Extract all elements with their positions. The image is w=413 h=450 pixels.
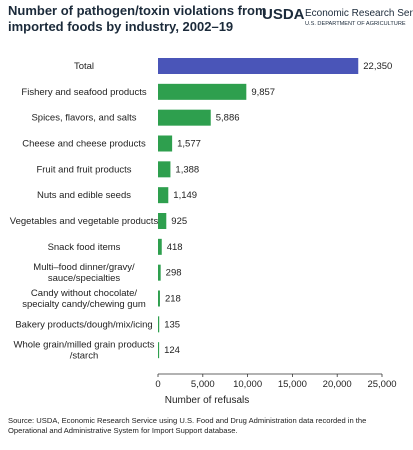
bar bbox=[158, 161, 171, 178]
x-axis-label: Number of refusals bbox=[165, 395, 249, 406]
value-label: 22,350 bbox=[363, 61, 392, 72]
logo-name: USDA bbox=[262, 6, 305, 23]
y-tick-label: Total bbox=[74, 61, 94, 72]
logo-line1: Economic Research Service bbox=[305, 8, 413, 19]
value-label: 135 bbox=[164, 319, 180, 330]
y-tick-label: Nuts and edible seeds bbox=[37, 190, 131, 201]
value-label: 5,886 bbox=[216, 112, 240, 123]
source: Source: USDA, Economic Research Service … bbox=[8, 416, 366, 435]
y-tick-label: Bakery products/dough/mix/icing bbox=[15, 319, 152, 330]
bar bbox=[158, 342, 160, 359]
bar bbox=[158, 316, 160, 333]
x-tick-label: 20,000 bbox=[323, 379, 352, 390]
y-tick-label: Fishery and seafood products bbox=[21, 86, 146, 97]
y-tick-label: Candy without chocolate/specialty candy/… bbox=[22, 288, 146, 310]
logo-line2: U.S. DEPARTMENT OF AGRICULTURE bbox=[305, 21, 406, 27]
value-label: 1,577 bbox=[177, 138, 201, 149]
bar bbox=[158, 83, 247, 100]
value-label: 9,857 bbox=[251, 86, 275, 97]
y-tick-label: Whole grain/milled grain products/starch bbox=[14, 339, 155, 361]
y-tick-label: Vegetables and vegetable products bbox=[10, 216, 159, 227]
value-label: 925 bbox=[171, 216, 187, 227]
value-label: 124 bbox=[164, 345, 180, 356]
x-tick-label: 15,000 bbox=[278, 379, 307, 390]
value-label: 298 bbox=[166, 267, 182, 278]
value-label: 418 bbox=[167, 241, 183, 252]
bar bbox=[158, 109, 211, 126]
value-label: 1,149 bbox=[173, 190, 197, 201]
x-tick-label: 25,000 bbox=[367, 379, 396, 390]
y-tick-label: Cheese and cheese products bbox=[22, 138, 146, 149]
x-tick-label: 0 bbox=[155, 379, 160, 390]
bar bbox=[158, 290, 160, 307]
x-tick-label: 5,000 bbox=[191, 379, 215, 390]
bar bbox=[158, 264, 161, 281]
bar bbox=[158, 135, 173, 152]
x-tick-label: 10,000 bbox=[233, 379, 262, 390]
bar bbox=[158, 238, 162, 255]
y-tick-label: Spices, flavors, and salts bbox=[31, 112, 136, 123]
y-tick-label: Multi–food dinner/gravy/sauce/specialtie… bbox=[33, 262, 135, 284]
bar bbox=[158, 58, 359, 74]
bar bbox=[158, 187, 169, 204]
chart-title: Number of pathogen/toxin violations from… bbox=[8, 3, 267, 34]
y-tick-label: Snack food items bbox=[48, 241, 121, 252]
bar bbox=[158, 213, 167, 229]
value-label: 218 bbox=[165, 293, 181, 304]
value-label: 1,388 bbox=[175, 164, 199, 175]
y-tick-label: Fruit and fruit products bbox=[36, 164, 131, 175]
